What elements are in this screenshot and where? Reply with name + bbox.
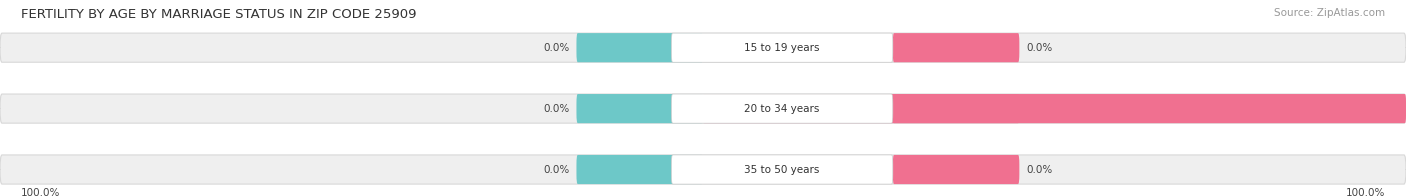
- Text: 0.0%: 0.0%: [1026, 43, 1053, 53]
- FancyBboxPatch shape: [893, 155, 1019, 184]
- Text: 0.0%: 0.0%: [543, 164, 569, 174]
- FancyBboxPatch shape: [576, 155, 703, 184]
- Text: 35 to 50 years: 35 to 50 years: [744, 164, 820, 174]
- FancyBboxPatch shape: [0, 94, 1406, 123]
- FancyBboxPatch shape: [0, 155, 1406, 184]
- FancyBboxPatch shape: [576, 33, 703, 62]
- FancyBboxPatch shape: [0, 33, 1406, 62]
- FancyBboxPatch shape: [893, 94, 1019, 123]
- Text: 20 to 34 years: 20 to 34 years: [744, 104, 820, 114]
- Text: 0.0%: 0.0%: [543, 104, 569, 114]
- Text: 0.0%: 0.0%: [1026, 164, 1053, 174]
- FancyBboxPatch shape: [672, 33, 893, 62]
- FancyBboxPatch shape: [576, 94, 703, 123]
- Text: FERTILITY BY AGE BY MARRIAGE STATUS IN ZIP CODE 25909: FERTILITY BY AGE BY MARRIAGE STATUS IN Z…: [21, 8, 416, 21]
- Text: 15 to 19 years: 15 to 19 years: [744, 43, 820, 53]
- FancyBboxPatch shape: [893, 33, 1019, 62]
- FancyBboxPatch shape: [672, 155, 893, 184]
- Text: Source: ZipAtlas.com: Source: ZipAtlas.com: [1274, 8, 1385, 18]
- Text: 100.0%: 100.0%: [21, 188, 60, 196]
- Text: 100.0%: 100.0%: [1346, 188, 1385, 196]
- FancyBboxPatch shape: [672, 94, 893, 123]
- FancyBboxPatch shape: [703, 94, 1406, 123]
- Text: 0.0%: 0.0%: [543, 43, 569, 53]
